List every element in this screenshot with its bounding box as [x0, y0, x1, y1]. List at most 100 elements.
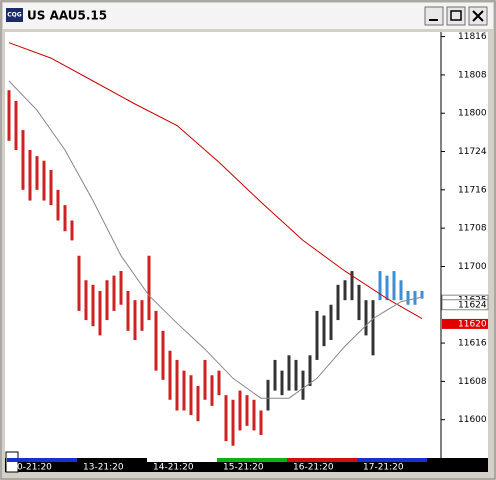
price-bar — [413, 290, 417, 305]
category-strip — [217, 458, 287, 462]
price-bar — [252, 399, 256, 431]
price-bar — [357, 284, 361, 321]
price-bar — [182, 370, 186, 411]
price-bar — [105, 280, 109, 321]
price-bar — [287, 355, 291, 391]
price-marker — [441, 299, 489, 311]
maximize-box[interactable] — [446, 6, 466, 26]
price-bar — [322, 315, 326, 347]
price-bar — [378, 271, 382, 301]
price-bar — [133, 300, 137, 341]
price-bar — [273, 359, 277, 391]
y-tick-label: 11616 — [458, 339, 487, 349]
price-bar — [112, 275, 116, 311]
price-bar — [196, 385, 200, 422]
x-tick-label: 14-21:20 — [153, 463, 194, 473]
chart-area — [5, 32, 488, 458]
price-bar — [231, 399, 235, 446]
category-strip — [287, 458, 357, 462]
price-bar — [154, 310, 158, 371]
price-bar — [315, 310, 319, 360]
price-bar — [301, 370, 305, 400]
x-tick-label: 15-21:20 — [223, 463, 264, 473]
price-bar — [224, 395, 228, 442]
app-icon-label: CQG — [7, 12, 22, 19]
price-bar — [350, 271, 354, 301]
price-bar — [126, 290, 130, 331]
price-bar — [56, 189, 60, 221]
price-bar — [42, 160, 46, 201]
y-tick-label: 11708 — [458, 224, 487, 234]
price-bar — [238, 390, 242, 431]
price-bar — [98, 290, 102, 336]
category-strip — [357, 458, 427, 462]
price-bar — [140, 300, 144, 331]
moving-average — [8, 80, 423, 399]
window-title: US AAU5.15 — [27, 9, 107, 23]
x-tick-label: 13-21:20 — [83, 463, 124, 473]
price-bar — [203, 359, 207, 400]
price-bar — [35, 156, 39, 190]
price-bar — [343, 280, 347, 301]
price-bar — [84, 280, 88, 321]
y-tick-label: 11700 — [458, 262, 487, 272]
y-tick-label: 11600 — [458, 415, 487, 425]
price-bar — [329, 304, 333, 341]
x-tick-label: 16-21:20 — [293, 463, 334, 473]
y-tick-label: 11716 — [458, 185, 487, 195]
price-bar — [308, 355, 312, 386]
minimize-box[interactable] — [424, 6, 444, 26]
moving-average — [8, 42, 423, 320]
close-glyph — [472, 10, 484, 22]
price-bar — [406, 290, 410, 305]
plot: 11816 11808 11800 11724 11716 11708 11700 11616… — [7, 32, 489, 473]
price-bar — [21, 130, 25, 190]
title-bar[interactable] — [3, 3, 493, 29]
price-bar — [91, 284, 95, 327]
y-tick-label: 11800 — [458, 109, 487, 119]
price-bar — [14, 100, 18, 150]
price-bar — [336, 284, 340, 321]
price-bar — [210, 375, 214, 406]
price-bar — [385, 275, 389, 301]
category-strip — [77, 458, 147, 462]
x-tick-label: 0-21:20 — [17, 463, 52, 473]
price-bar — [119, 271, 123, 305]
maximize-glyph — [450, 10, 462, 21]
price-bar — [7, 90, 11, 141]
price-bar — [147, 255, 151, 321]
price-bar — [70, 220, 74, 241]
price-bar — [217, 370, 221, 396]
price-bar — [63, 205, 67, 232]
price-bar — [49, 169, 53, 206]
price-bar — [28, 149, 32, 201]
price-bar — [161, 330, 165, 380]
minimize-button[interactable] — [424, 6, 444, 26]
y-tick-label: 11808 — [458, 70, 487, 80]
price-bar — [371, 300, 375, 356]
maximize-button[interactable] — [446, 6, 466, 26]
price-bar — [175, 359, 179, 411]
category-strip — [147, 458, 217, 462]
price-bar — [168, 350, 172, 400]
y-tick-label: 11724 — [458, 147, 487, 157]
price-bar — [420, 290, 424, 299]
x-tick-label: 17-21:20 — [363, 463, 404, 473]
price-bar — [259, 410, 263, 436]
price-marker-label: 11624 — [458, 300, 487, 310]
price-bar — [399, 280, 403, 301]
y-tick-label: 11608 — [458, 377, 487, 387]
price-marker — [442, 318, 488, 329]
price-bar — [77, 255, 81, 311]
price-bar — [189, 375, 193, 416]
price-bar — [280, 370, 284, 396]
price-bar — [364, 300, 368, 336]
close-button[interactable] — [468, 6, 488, 26]
price-bar — [245, 395, 249, 426]
price-bar — [392, 271, 396, 301]
app-icon — [6, 8, 23, 22]
category-strip — [7, 458, 77, 462]
price-bar — [266, 379, 270, 411]
